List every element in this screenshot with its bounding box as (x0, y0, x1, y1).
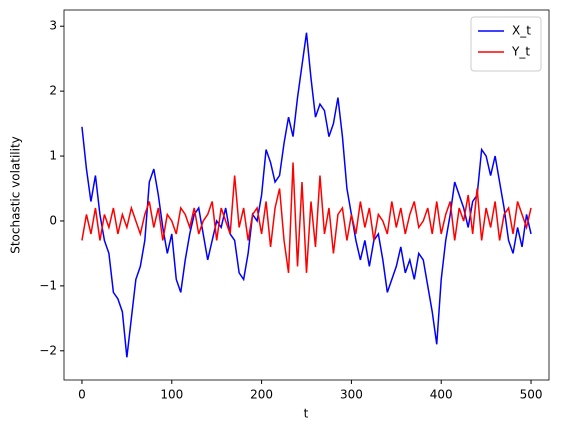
x-tick-label: 400 (430, 388, 453, 402)
y-axis-label: Stochastic volatility (9, 136, 23, 254)
legend-label: X_t (512, 24, 531, 38)
x-tick-label: 0 (78, 388, 86, 402)
x-tick-label: 300 (340, 388, 363, 402)
legend-label: Y_t (511, 45, 530, 59)
x-tick-label: 200 (250, 388, 273, 402)
y-tick-label: 0 (49, 213, 57, 227)
plot-frame (63, 9, 550, 381)
x-axis-label: t (304, 407, 309, 421)
series-line (81, 32, 532, 358)
series-line (81, 162, 532, 273)
y-tick-label: 3 (49, 19, 57, 33)
y-tick-label: −1 (39, 278, 57, 292)
x-tick-label: 100 (160, 388, 183, 402)
y-tick-label: 2 (49, 84, 57, 98)
y-tick-label: 1 (49, 149, 57, 163)
y-tick-label: −2 (39, 343, 57, 357)
x-tick-label: 500 (520, 388, 543, 402)
